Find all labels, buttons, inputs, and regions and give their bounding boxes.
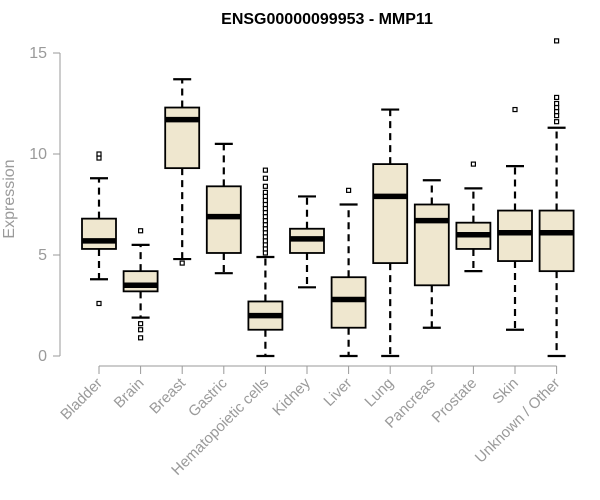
x-tick-label: Breast <box>146 374 189 417</box>
outlier-point <box>512 106 518 113</box>
box-iqr <box>330 276 367 329</box>
outlier-point <box>96 300 102 307</box>
outlier-point <box>262 230 268 236</box>
y-tick-label: 10 <box>29 146 47 163</box>
y-tick-label: 5 <box>38 247 47 264</box>
box-iqr <box>81 217 117 250</box>
boxes <box>81 38 575 358</box>
outlier-point <box>262 175 268 181</box>
outlier-point <box>553 113 560 119</box>
outlier-point <box>553 94 560 101</box>
box-group <box>81 151 117 307</box>
outlier-point <box>262 183 268 189</box>
outlier-point <box>262 246 268 252</box>
box-group <box>164 78 201 266</box>
box-group <box>413 179 450 329</box>
x-tick-label: Brain <box>111 375 148 412</box>
box-group <box>205 142 242 275</box>
x-tick-label: Skin <box>489 375 522 408</box>
box-group <box>330 187 367 358</box>
outlier-point <box>262 218 268 224</box>
box-iqr <box>205 185 242 254</box>
outlier-point <box>262 189 268 195</box>
outlier-point <box>262 234 268 240</box>
box-iqr <box>497 209 533 262</box>
outlier-point <box>553 108 560 115</box>
box-group <box>455 161 492 273</box>
box-iqr <box>413 203 450 287</box>
outlier-point <box>262 226 268 232</box>
outlier-point <box>262 242 268 248</box>
x-tick-label: Prostate <box>429 375 481 427</box>
box-group <box>122 228 159 341</box>
outlier-point <box>262 209 268 216</box>
outlier-point <box>262 167 268 173</box>
box-group <box>372 108 409 358</box>
x-tick-label: Kidney <box>269 374 314 419</box>
box-group <box>247 167 284 358</box>
outlier-point <box>138 327 144 333</box>
outlier-point <box>553 38 560 44</box>
x-tick-label: Lung <box>361 375 397 411</box>
outlier-point <box>262 197 268 204</box>
outlier-point <box>138 228 144 234</box>
outlier-point <box>553 100 560 107</box>
box-iqr <box>372 163 409 264</box>
outlier-point <box>346 187 352 193</box>
box-iqr <box>538 209 575 273</box>
outlier-point <box>262 238 268 244</box>
y-axis-label: Expression <box>1 159 18 238</box>
outlier-point <box>96 151 102 157</box>
outlier-point <box>262 214 268 220</box>
box-iqr <box>164 106 201 170</box>
outlier-point <box>553 104 560 111</box>
outlier-point <box>262 222 268 228</box>
outlier-point <box>179 260 185 266</box>
x-tick-label: Bladder <box>57 375 106 424</box>
box-group <box>497 106 533 331</box>
x-tick-label: Liver <box>320 375 355 410</box>
y-axis: 0 5 10 15 <box>29 45 61 365</box>
y-tick-label: 15 <box>29 45 47 62</box>
outlier-point <box>262 250 268 256</box>
outlier-point <box>96 155 102 161</box>
y-tick-label: 0 <box>38 348 47 365</box>
chart-title: ENSG00000099953 - MMP11 <box>221 11 433 28</box>
outlier-point <box>138 321 144 327</box>
outlier-point <box>262 201 268 208</box>
box-group <box>538 38 575 358</box>
outlier-point <box>138 335 144 341</box>
outlier-point <box>262 205 268 212</box>
outlier-point <box>470 161 476 167</box>
outlier-point <box>553 119 560 125</box>
outlier-point <box>262 193 268 200</box>
box-group <box>289 195 325 289</box>
box-iqr <box>122 270 159 293</box>
